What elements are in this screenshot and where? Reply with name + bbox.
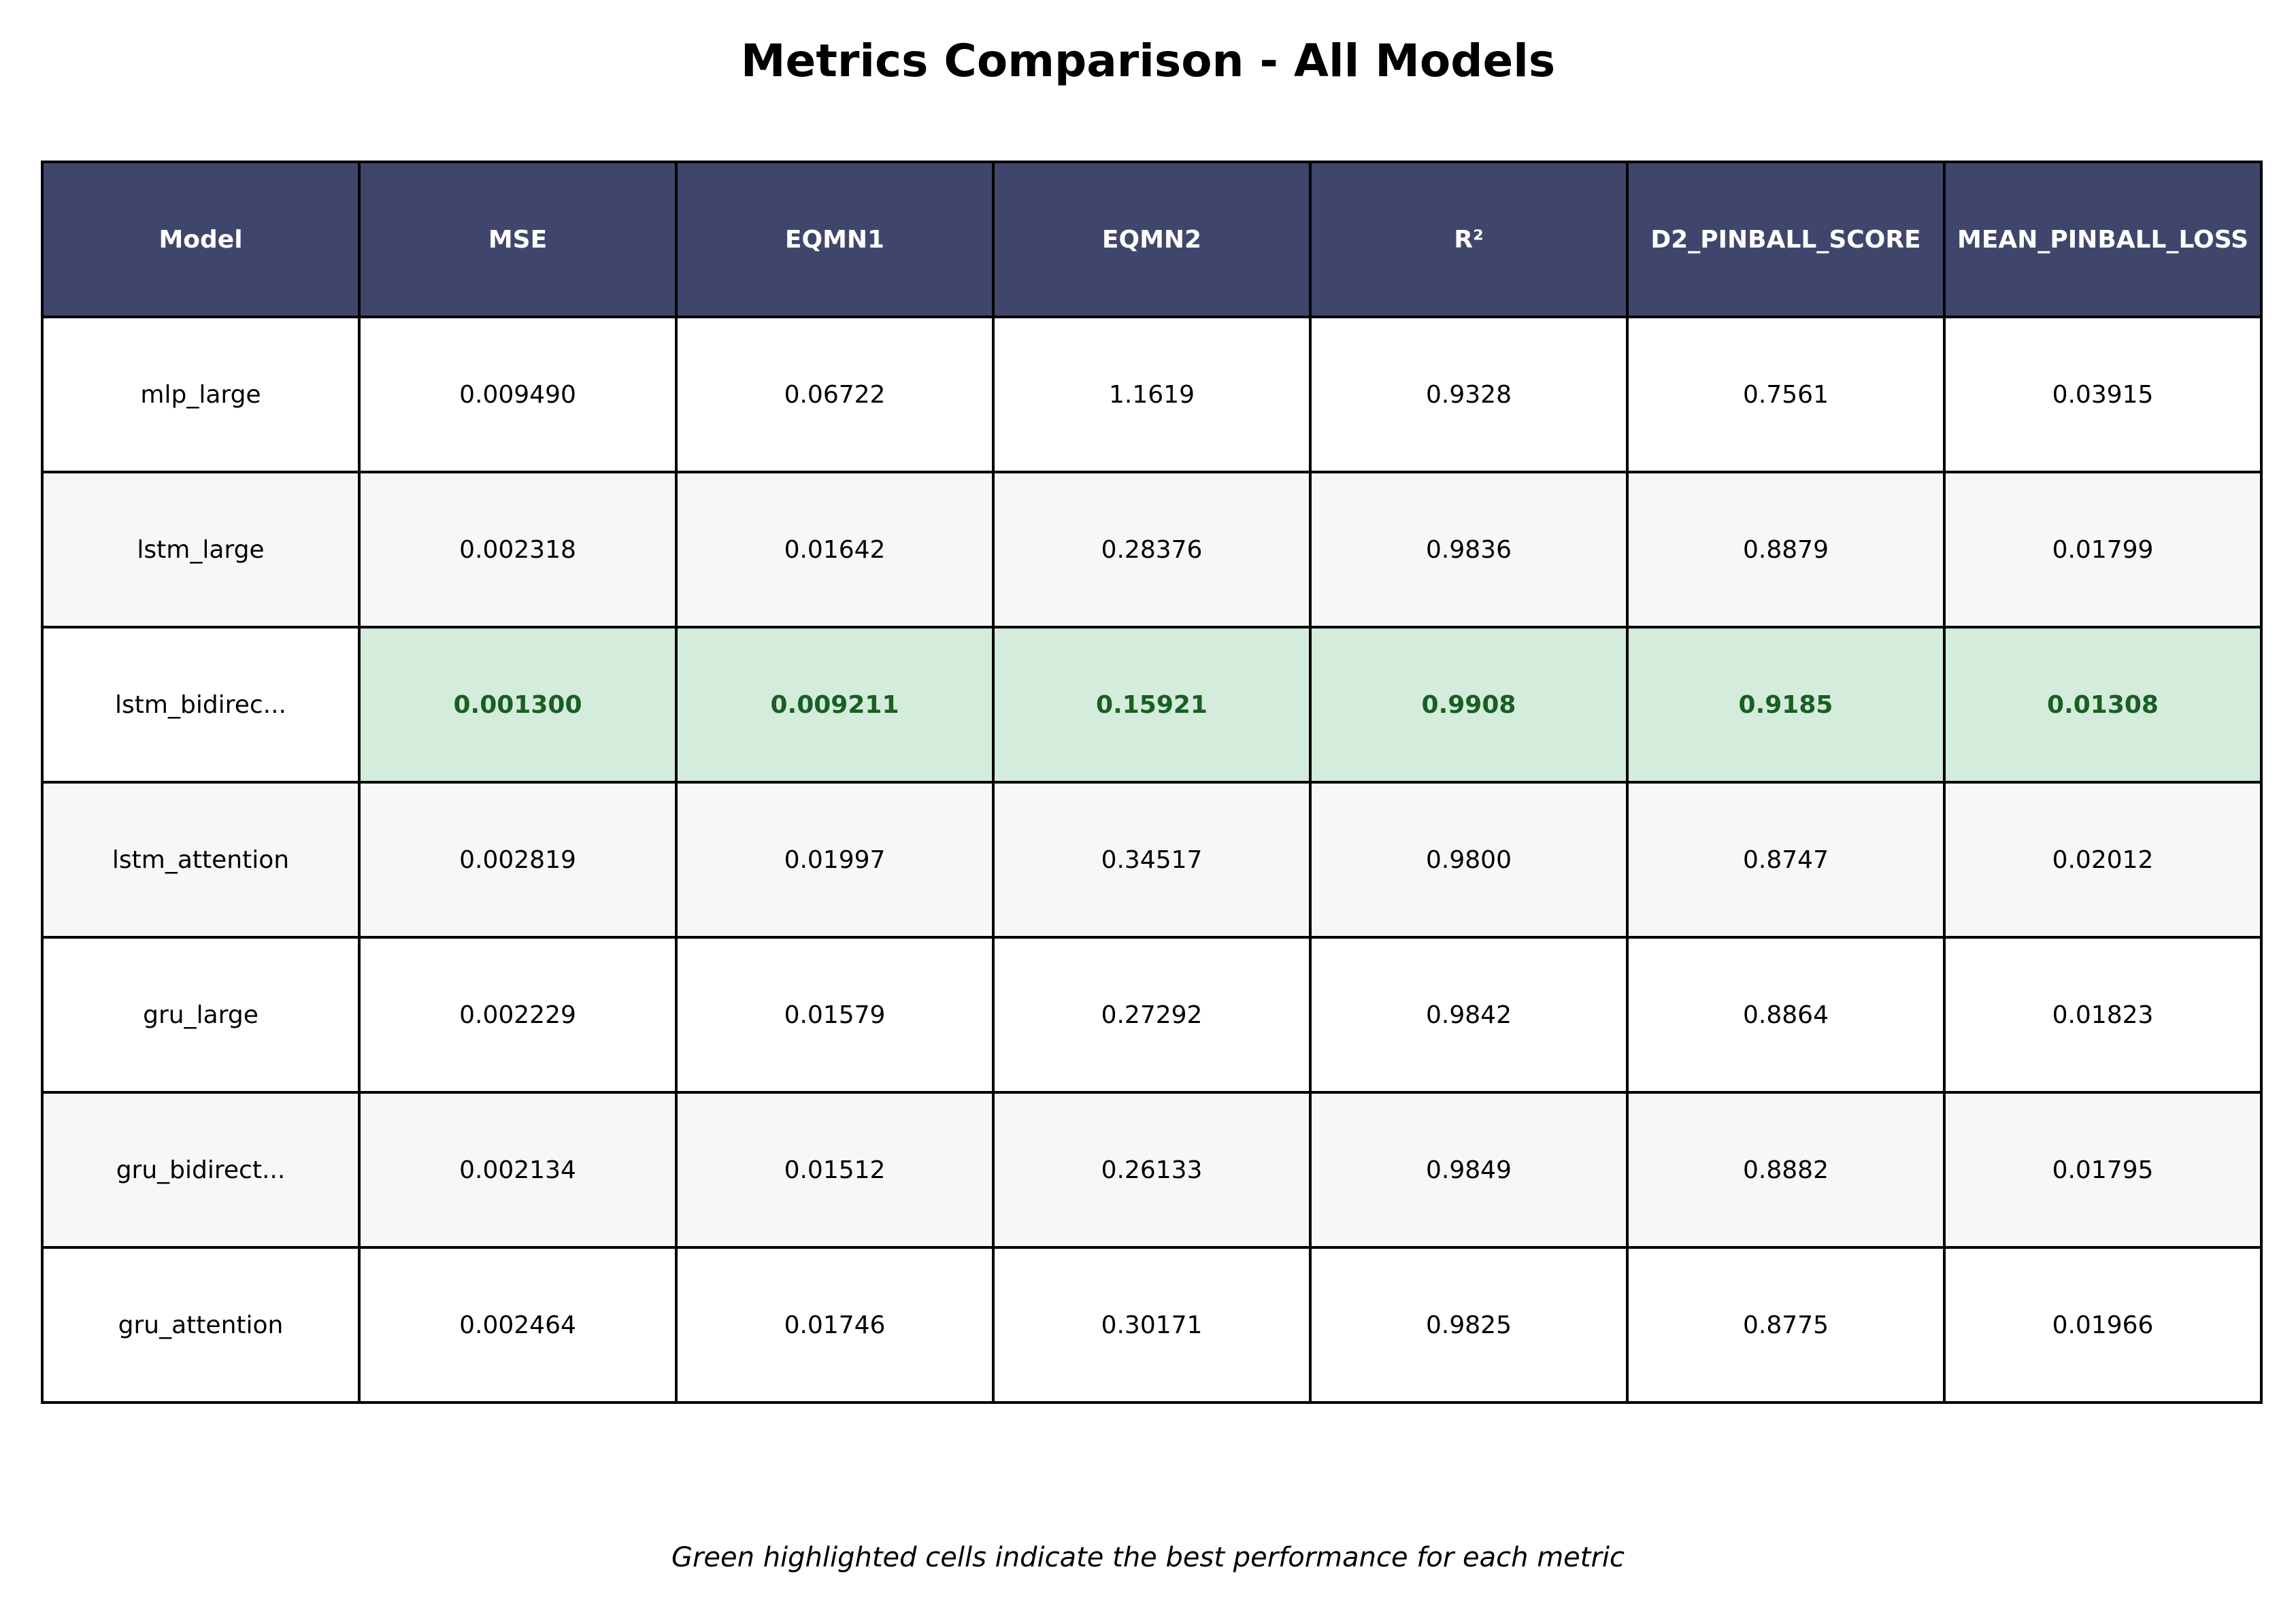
model-name-cell: lstm_large (41, 471, 361, 628)
metric-cell: 0.01642 (675, 471, 995, 628)
metric-cell: 0.03915 (1943, 316, 2263, 473)
metric-cell: 0.8882 (1626, 1091, 1946, 1249)
metric-cell: 0.002229 (358, 936, 678, 1094)
table-row: lstm_attention 0.002819 0.01997 0.34517 0.98… (41, 781, 2263, 939)
header-row: Model MSE EQMN1 EQMN2 R² D2_PINBALL_SCORE MEAN… (41, 161, 2263, 318)
metric-cell: 0.002318 (358, 471, 678, 628)
model-name-cell: gru_large (41, 936, 361, 1094)
metric-cell: 0.01966 (1943, 1246, 2263, 1404)
metric-cell: 0.002134 (358, 1091, 678, 1249)
column-header: MSE (358, 161, 678, 318)
column-header: Model (41, 161, 361, 318)
metric-cell: 0.01795 (1943, 1091, 2263, 1249)
metric-cell: 0.8775 (1626, 1246, 1946, 1404)
metric-cell: 0.9825 (1309, 1246, 1629, 1404)
metric-cell: 0.8879 (1626, 471, 1946, 628)
metric-cell: 0.9328 (1309, 316, 1629, 473)
metric-cell: 0.002464 (358, 1246, 678, 1404)
model-name-cell: gru_attention (41, 1246, 361, 1404)
metric-cell: 0.01512 (675, 1091, 995, 1249)
column-header: MEAN_PINBALL_LOSS (1943, 161, 2263, 318)
column-header: EQMN2 (992, 161, 1312, 318)
metric-cell: 0.01579 (675, 936, 995, 1094)
model-name-cell: lstm_attention (41, 781, 361, 939)
model-name-cell: lstm_bidirec... (41, 626, 361, 784)
metric-cell: 0.009490 (358, 316, 678, 473)
metric-cell: 0.9800 (1309, 781, 1629, 939)
best-metric-cell: 0.9185 (1626, 626, 1946, 784)
metric-cell: 0.06722 (675, 316, 995, 473)
metric-cell: 0.34517 (992, 781, 1312, 939)
table-row: gru_bidirect... 0.002134 0.01512 0.26133 0.9… (41, 1091, 2263, 1249)
metric-cell: 0.8747 (1626, 781, 1946, 939)
column-header: D2_PINBALL_SCORE (1626, 161, 1946, 318)
metric-cell: 0.27292 (992, 936, 1312, 1094)
footnote: Green highlighted cells indicate the bes… (671, 1542, 1625, 1573)
metric-cell: 0.01799 (1943, 471, 2263, 628)
best-metric-cell: 0.15921 (992, 626, 1312, 784)
metric-cell: 0.26133 (992, 1091, 1312, 1249)
metric-cell: 0.30171 (992, 1246, 1312, 1404)
metric-cell: 0.01997 (675, 781, 995, 939)
metric-cell: 0.01746 (675, 1246, 995, 1404)
metrics-table-container: Model MSE EQMN1 EQMN2 R² D2_PINBALL_SCORE MEAN… (41, 161, 2263, 1404)
table-row: gru_large 0.002229 0.01579 0.27292 0.9842 0.8… (41, 936, 2263, 1094)
table-body: mlp_large 0.009490 0.06722 1.1619 0.9328 0.75… (41, 316, 2263, 1404)
best-metric-cell: 0.9908 (1309, 626, 1629, 784)
metric-cell: 0.7561 (1626, 316, 1946, 473)
metric-cell: 0.9842 (1309, 936, 1629, 1094)
best-metric-cell: 0.01308 (1943, 626, 2263, 784)
metric-cell: 0.8864 (1626, 936, 1946, 1094)
table-row: gru_attention 0.002464 0.01746 0.30171 0.982… (41, 1246, 2263, 1404)
table-row: lstm_large 0.002318 0.01642 0.28376 0.9836 0.… (41, 471, 2263, 628)
model-name-cell: mlp_large (41, 316, 361, 473)
metric-cell: 0.28376 (992, 471, 1312, 628)
metric-cell: 0.9849 (1309, 1091, 1629, 1249)
table-row: mlp_large 0.009490 0.06722 1.1619 0.9328 0.75… (41, 316, 2263, 473)
model-name-cell: gru_bidirect... (41, 1091, 361, 1249)
best-metric-cell: 0.001300 (358, 626, 678, 784)
metric-cell: 0.02012 (1943, 781, 2263, 939)
best-metric-cell: 0.009211 (675, 626, 995, 784)
metric-cell: 0.01823 (1943, 936, 2263, 1094)
column-header: R² (1309, 161, 1629, 318)
chart-title: Metrics Comparison - All Models (740, 35, 1556, 87)
metric-cell: 0.002819 (358, 781, 678, 939)
metric-cell: 1.1619 (992, 316, 1312, 473)
metric-cell: 0.9836 (1309, 471, 1629, 628)
metrics-table: Model MSE EQMN1 EQMN2 R² D2_PINBALL_SCORE MEAN… (41, 161, 2263, 1404)
column-header: EQMN1 (675, 161, 995, 318)
table-row: lstm_bidirec... 0.001300 0.009211 0.15921 0.… (41, 626, 2263, 784)
